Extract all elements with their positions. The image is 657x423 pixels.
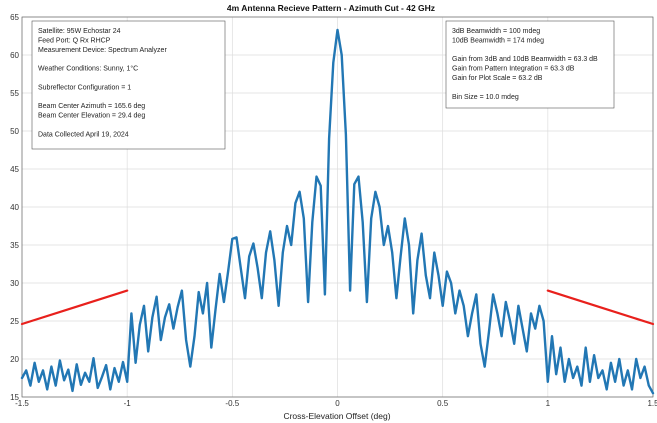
annotation-line: Data Collected April 19, 2024	[38, 131, 129, 138]
annotation-box: Satellite: 95W Echostar 24 Feed Port: Q R…	[31, 20, 226, 150]
x-tick-label: 1	[546, 399, 551, 408]
sidelobe-envelope-line	[546, 289, 655, 326]
y-tick-label: 65	[10, 13, 19, 22]
sidelobe-envelope-line	[20, 289, 129, 326]
annotation-layer: Satellite: 95W Echostar 24 Feed Port: Q R…	[31, 20, 615, 150]
annotation-line: Feed Port: Q Rx RHCP	[38, 37, 111, 44]
axes: -1.5 -1 -0.5 0 0.5 1 1.5 15 20 25 30 35 40 45 50 55 60 65	[10, 13, 657, 408]
y-tick-label: 35	[10, 241, 19, 250]
y-tick-label: 60	[10, 51, 19, 60]
x-tick-label: -1	[124, 399, 132, 408]
annotation-line: Satellite: 95W Echostar 24	[38, 28, 121, 35]
annotation-line: Gain from Pattern Integration = 63.3 dB	[452, 66, 575, 73]
chart-title: 4m Antenna Recieve Pattern - Azimuth Cut…	[227, 3, 435, 13]
y-tick-label: 25	[10, 317, 19, 326]
x-tick-label: -0.5	[225, 399, 239, 408]
annotation-background	[445, 20, 615, 109]
x-axis-label: Cross-Elevation Offset (deg)	[283, 411, 390, 421]
annotation-background	[31, 20, 226, 150]
plot-frame	[21, 16, 654, 398]
x-tick-label: 1.5	[647, 399, 657, 408]
annotation-line: Beam Center Azimuth = 165.6 deg	[38, 103, 145, 110]
y-tick-label: 40	[10, 203, 19, 212]
annotation-line: Weather Conditions: Sunny, 1°C	[38, 65, 138, 73]
x-tick-label: -1.5	[15, 399, 29, 408]
annotation-line: 10dB Beamwidth = 174 mdeg	[452, 37, 544, 44]
annotation-box: 3dB Beamwidth = 100 mdeg 10dB Beamwidth =…	[445, 20, 615, 109]
annotation-line: Measurement Device: Spectrum Analyzer	[38, 47, 167, 54]
annotation-line: Bin Size = 10.0 mdeg	[452, 94, 519, 101]
annotation-line: Gain for Plot Scale = 63.2 dB	[452, 75, 543, 82]
series-layer	[20, 28, 655, 395]
annotation-line: Beam Center Elevation = 29.4 deg	[38, 113, 145, 120]
x-tick-label: 0.5	[437, 399, 449, 408]
x-tick-label: 0	[335, 399, 340, 408]
y-tick-label: 55	[10, 89, 19, 98]
y-tick-label: 30	[10, 279, 19, 288]
annotation-line: Subreflector Configuration = 1	[38, 84, 131, 91]
measured-pattern-line	[20, 28, 655, 395]
y-tick-label: 50	[10, 127, 19, 136]
y-tick-label: 20	[10, 355, 19, 364]
annotation-line: 3dB Beamwidth = 100 mdeg	[452, 28, 540, 35]
y-tick-label: 15	[10, 393, 19, 402]
annotation-line: Gain from 3dB and 10dB Beamwidth = 63.3 …	[452, 56, 598, 63]
y-tick-label: 45	[10, 165, 19, 174]
